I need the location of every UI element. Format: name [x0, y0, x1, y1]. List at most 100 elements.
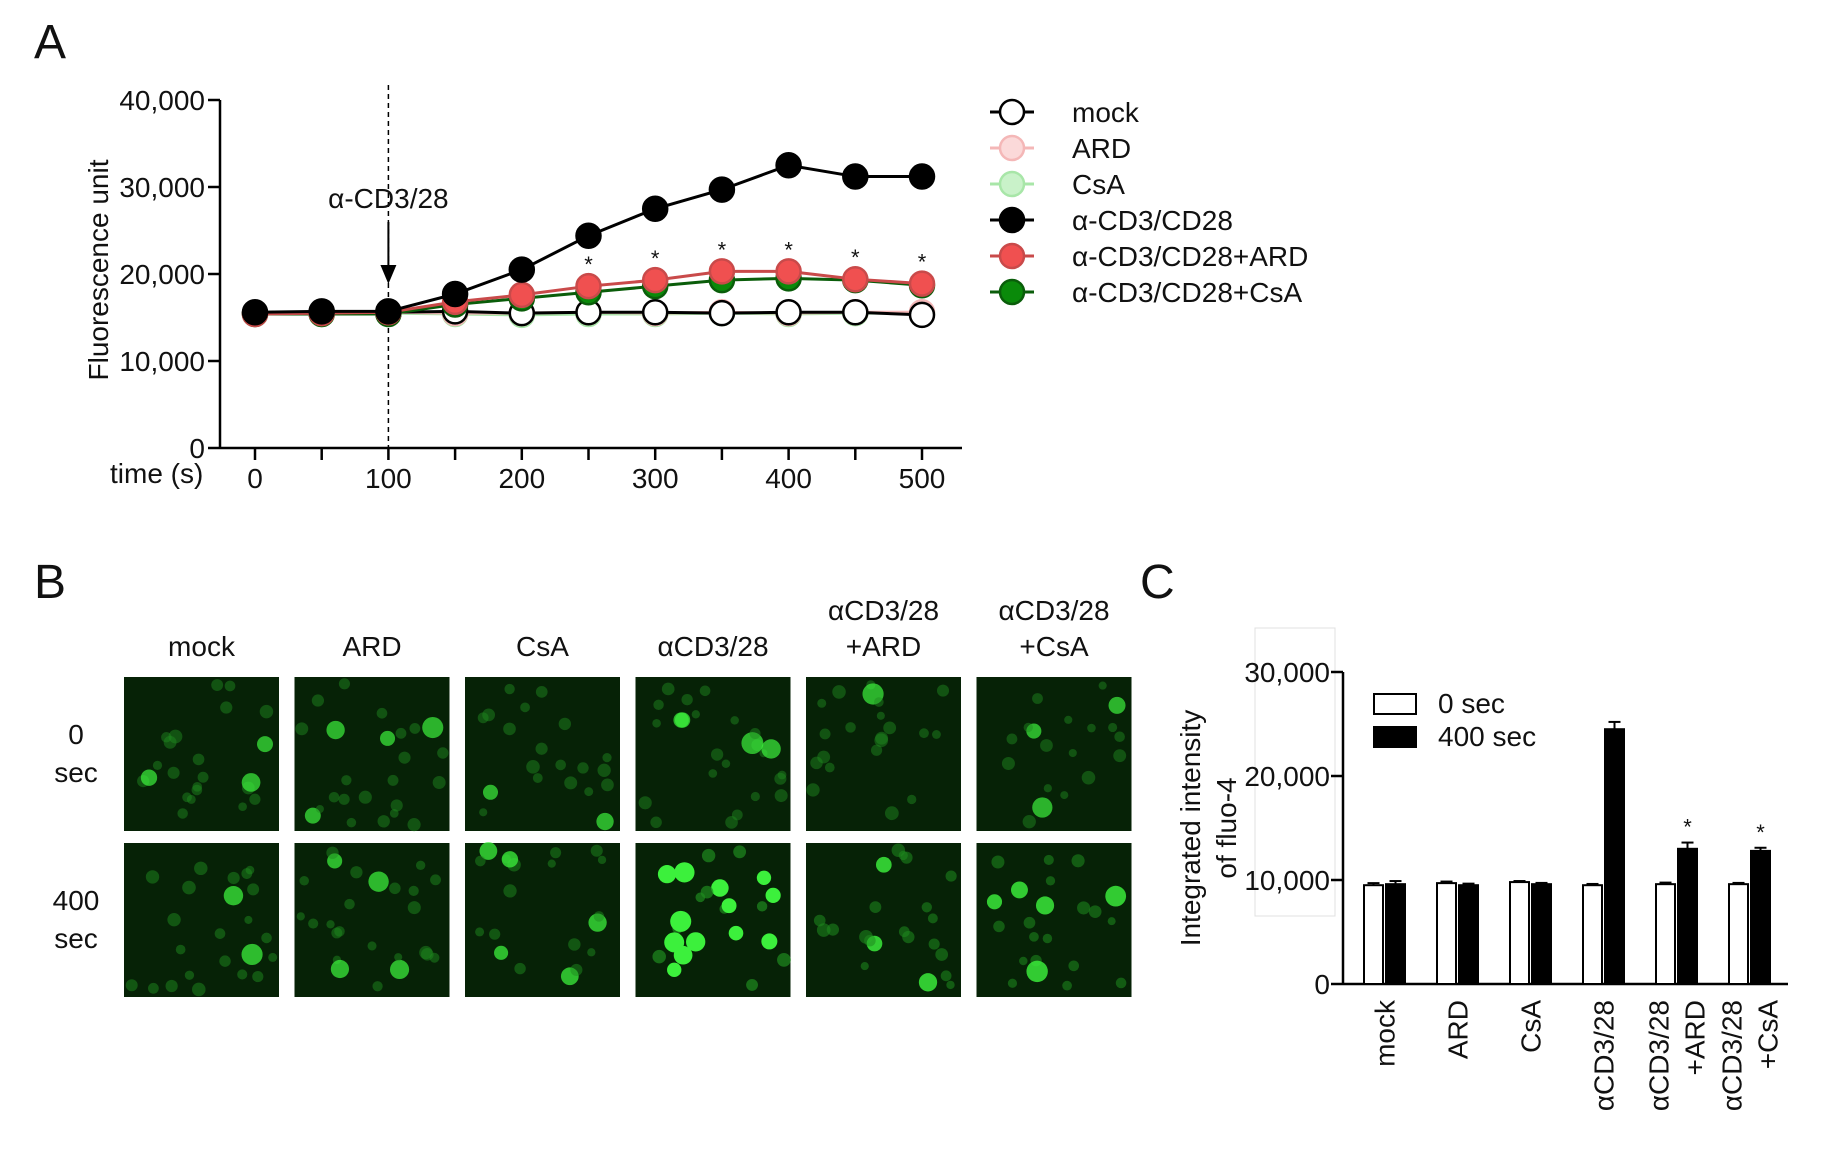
cell [817, 698, 827, 708]
cell [184, 970, 195, 980]
cell [817, 750, 831, 764]
y-tick-label: 30,000 [1244, 657, 1330, 688]
cell [514, 962, 526, 975]
cell [874, 733, 889, 748]
frame-box [1254, 627, 1336, 917]
cell [389, 882, 401, 895]
cell [1023, 916, 1036, 929]
x-tick-label: 500 [899, 463, 946, 494]
cell [907, 794, 917, 805]
cell [358, 790, 372, 804]
column-label: +CsA [1019, 631, 1089, 662]
cell [869, 901, 882, 913]
y-axis-label: Fluorescence unit [83, 159, 114, 380]
cell [479, 842, 498, 860]
x-tick-label: 300 [632, 463, 679, 494]
cell [259, 704, 274, 719]
cell [593, 911, 605, 922]
cell [197, 771, 209, 783]
cell [1032, 693, 1043, 704]
cell [437, 747, 449, 759]
legend-swatch [1373, 693, 1417, 715]
cell [214, 928, 226, 939]
bar [1677, 847, 1698, 985]
cell [638, 796, 652, 810]
cell [1026, 723, 1042, 739]
cell [475, 855, 486, 867]
cell [558, 717, 572, 731]
line-chart-panel-a: 0 10,000 20,000 30,000 40,000 0 100 200 300 400 5… [83, 85, 1308, 494]
cell [1088, 905, 1102, 918]
data-point [575, 222, 602, 249]
cell [728, 925, 744, 941]
cell [991, 855, 1005, 869]
legend: mock ARD CsA α-CD3/CD28 α-CD3/CD28+ARD α-CD3/… [990, 97, 1308, 308]
column-label: αCD3/28 [828, 595, 939, 626]
x-tick-label: 100 [365, 463, 412, 494]
cell [220, 701, 233, 714]
micrograph-image [465, 677, 620, 831]
cell [241, 868, 253, 879]
bar [1436, 882, 1457, 985]
cell [526, 760, 540, 774]
cell [140, 769, 158, 786]
cell [341, 775, 352, 786]
legend-label: α-CD3/CD28+CsA [1072, 277, 1302, 308]
cell [344, 898, 355, 910]
cell [192, 782, 203, 792]
cell [946, 980, 955, 990]
cell [1098, 681, 1107, 690]
cell [182, 792, 192, 803]
data-point [641, 195, 669, 222]
cell [377, 815, 390, 828]
cell [479, 808, 488, 817]
data-point [775, 299, 802, 326]
legend-marker [998, 278, 1026, 306]
cell [338, 678, 351, 690]
legend-label: α-CD3/CD28 [1072, 205, 1233, 236]
cell [244, 915, 253, 924]
cell [667, 962, 682, 977]
cell [741, 732, 764, 755]
bar [1655, 883, 1676, 985]
cell [311, 694, 325, 707]
data-point [842, 163, 869, 190]
cell [774, 789, 788, 803]
cell [299, 875, 309, 886]
data-point [575, 272, 602, 300]
data-point [775, 152, 802, 179]
x-tick-label: αCD3/28 [1717, 1000, 1748, 1111]
cell [819, 728, 831, 740]
cell [1045, 876, 1056, 886]
cell [681, 694, 693, 706]
cell [489, 928, 501, 940]
cell [387, 774, 399, 786]
y-axis-label-line: Integrated intensity [1175, 710, 1206, 947]
y-axis-label-line: of fluo-4 [1211, 777, 1242, 878]
x-tick-label: +ARD [1680, 1000, 1711, 1075]
column-label: mock [168, 631, 236, 662]
cell [145, 870, 160, 884]
cell [891, 843, 906, 857]
row-label: 400 [53, 885, 100, 916]
cell [597, 855, 607, 865]
cell [695, 892, 706, 903]
cell [163, 735, 177, 749]
x-tick-label: 400 [765, 463, 812, 494]
cell [395, 727, 407, 739]
cell [686, 932, 706, 952]
cell [597, 763, 611, 777]
cell [845, 722, 856, 733]
y-tick-label: 0 [189, 433, 205, 464]
bar [1531, 883, 1552, 985]
cell [315, 804, 324, 814]
legend-label: 0 sec [1438, 688, 1505, 719]
x-ticks: 0 100 200 300 400 500 [247, 448, 945, 494]
bar [1604, 728, 1625, 986]
significance-star: * [584, 252, 593, 277]
cell [261, 932, 272, 944]
column-label: CsA [516, 631, 569, 662]
cell [927, 913, 938, 924]
cell [326, 846, 339, 859]
column-label: +ARD [846, 631, 921, 662]
